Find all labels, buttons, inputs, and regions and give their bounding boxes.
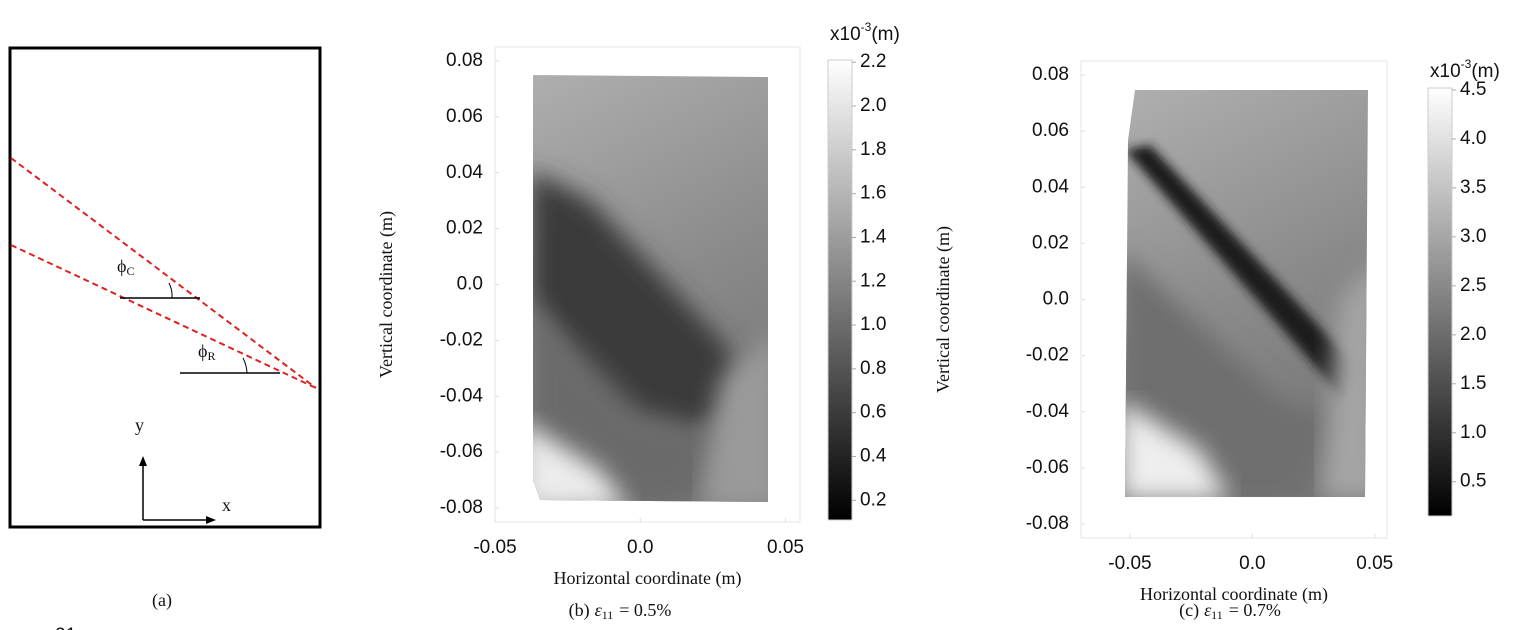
y-tick-label: -0.06 (1026, 457, 1069, 478)
caption-value: = 0.7% (1229, 600, 1281, 620)
colorbar-tick-label: 2.2 (860, 51, 886, 72)
symbol: ε (595, 600, 603, 620)
x-tick-label: -0.05 (1108, 553, 1151, 574)
unit: (m) (1471, 61, 1499, 82)
symbol: ϕ (198, 341, 207, 361)
colorbar-tick-label: 1.0 (1460, 422, 1486, 443)
axis-name: y (135, 415, 144, 435)
colorbar-tick-label: 0.6 (860, 402, 886, 423)
y-tick-label: -0.02 (1026, 345, 1069, 366)
y-tick-label: 0.08 (446, 50, 483, 71)
colorbar-tick-label: 0.5 (1460, 471, 1486, 492)
x-tick-label: 0.05 (1356, 553, 1393, 574)
caption-label: (b) (569, 600, 590, 621)
colorbar-tick-label: 1.0 (860, 314, 886, 335)
panel-a: ϕC ϕR y x (a) 21 (8, 46, 322, 630)
colorbar-label: x10-3(m) (1430, 57, 1500, 82)
y-tick-label: -0.08 (1026, 513, 1069, 534)
shear-band-line (10, 244, 317, 389)
shear-band-line (10, 157, 317, 389)
arrow-head (139, 456, 147, 466)
colorbar-tick-label: 2.5 (1460, 275, 1486, 296)
field-image (1125, 90, 1368, 497)
y-tick-label: 0.06 (1032, 120, 1069, 141)
caption: (b) ε11 = 0.5% (569, 600, 672, 622)
exponent: -3 (1461, 57, 1472, 71)
colorbar-tick-label: 1.2 (860, 270, 886, 291)
symbol: ϕ (117, 256, 126, 276)
subscript: R (207, 349, 215, 363)
angle-arc (168, 282, 173, 299)
colorbar-tick-label: 1.5 (1460, 373, 1486, 394)
y-tick-label: 0.04 (446, 162, 483, 183)
colorbar-tick-label: 1.8 (860, 139, 886, 160)
caption: (c) ε11 = 0.7% (1179, 600, 1281, 622)
unit: (m) (871, 24, 899, 45)
y-tick-label: 0.0 (457, 274, 483, 295)
subscript: 11 (602, 608, 614, 622)
colorbar-tick-label: 4.5 (1460, 79, 1486, 100)
exponent: -3 (861, 20, 872, 34)
colorbar-tick-label: 2.0 (860, 95, 886, 116)
field-image (533, 75, 768, 502)
y-tick-label: -0.04 (1026, 401, 1070, 422)
colorbar-tick-label: 1.4 (860, 226, 887, 247)
colorbar-tick-label: 3.5 (1460, 177, 1486, 198)
subscript: 11 (1211, 608, 1223, 622)
colorbar-tick-label: 0.8 (860, 358, 886, 379)
colorbar-label: x10-3(m) (830, 20, 900, 45)
axis-name: x (222, 495, 231, 515)
y-tick-label: 0.02 (446, 218, 483, 239)
y-tick-label: -0.04 (440, 385, 484, 406)
symbol: ε (1204, 600, 1212, 620)
colorbar-tick-label: 4.0 (1460, 128, 1486, 149)
caption: (a) (152, 590, 172, 611)
y-tick-label: -0.08 (440, 497, 483, 518)
angle-arc (242, 357, 248, 374)
colorbar (827, 59, 853, 521)
y-tick-label: 0.0 (1043, 289, 1069, 310)
arrow-head (206, 516, 216, 524)
y-tick-label: 0.06 (446, 106, 483, 127)
base: x10 (1430, 61, 1461, 82)
caption-value: = 0.5% (619, 600, 671, 620)
caption-label: (c) (1179, 600, 1199, 621)
colorbar (1427, 87, 1453, 517)
x-tick-label: 0.0 (1239, 553, 1265, 574)
x-tick-label: -0.05 (473, 537, 516, 558)
y-axis-label: Vertical coordinate (m) (376, 211, 397, 378)
y-axis-label: Vertical coordinate (m) (933, 226, 954, 393)
angle-label: ϕR (198, 341, 216, 363)
colorbar-tick-label: 1.6 (860, 183, 886, 204)
base: x10 (830, 24, 861, 45)
colorbar-tick-label: 2.0 (1460, 324, 1486, 345)
colorbar-tick-label: 3.0 (1460, 226, 1486, 247)
subscript: C (126, 264, 134, 278)
specimen-outline (8, 46, 322, 529)
y-tick-label: 0.04 (1032, 176, 1069, 197)
y-tick-label: 0.02 (1032, 232, 1069, 253)
x-axis-label: Horizontal coordinate (m) (554, 568, 742, 589)
page-number: 21 (55, 625, 76, 630)
colorbar-tick-label: 0.2 (860, 489, 886, 510)
y-tick-label: -0.06 (440, 441, 483, 462)
x-tick-label: 0.0 (627, 537, 653, 558)
y-tick-label: 0.08 (1032, 64, 1069, 85)
angle-label: ϕC (117, 256, 135, 278)
x-axis-label: Horizontal coordinate (m) (1140, 584, 1328, 605)
colorbar-tick-label: 0.4 (860, 445, 887, 466)
y-tick-label: -0.02 (440, 329, 483, 350)
x-tick-label: 0.05 (767, 537, 804, 558)
